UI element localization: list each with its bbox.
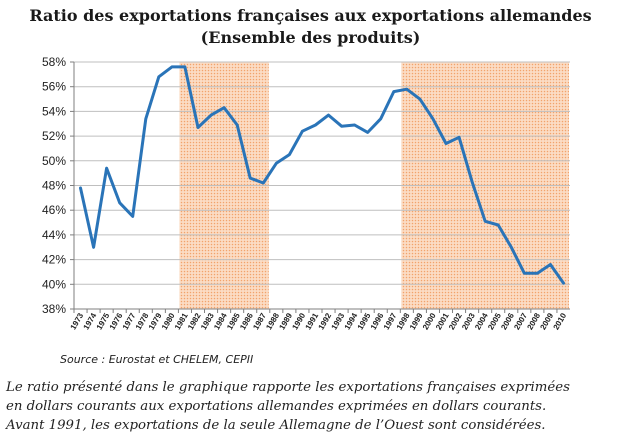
y-tick-label: 54% bbox=[42, 104, 66, 118]
y-tick-label: 58% bbox=[42, 55, 66, 69]
data-point bbox=[470, 180, 474, 183]
data-point bbox=[209, 113, 213, 117]
data-point bbox=[405, 87, 409, 91]
data-point bbox=[235, 123, 239, 127]
data-point bbox=[562, 281, 565, 285]
note-line: Le ratio présenté dans le graphique rapp… bbox=[6, 380, 570, 395]
data-point bbox=[444, 142, 448, 145]
data-point bbox=[157, 75, 161, 79]
source-note: Source : Eurostat et CHELEM, CEPII bbox=[60, 353, 254, 366]
note-line: Avant 1991, les exportations de la seule… bbox=[6, 418, 546, 433]
data-point bbox=[105, 167, 108, 170]
data-point bbox=[549, 263, 552, 266]
y-tick-label: 38% bbox=[42, 302, 66, 316]
y-tick-label: 44% bbox=[42, 228, 66, 242]
data-point bbox=[118, 201, 121, 204]
data-point bbox=[314, 123, 317, 127]
line-chart: 38%40%42%44%46%48%50%52%54%56%58% 197319… bbox=[42, 55, 570, 331]
data-point bbox=[523, 271, 526, 275]
y-tick-label: 46% bbox=[42, 203, 66, 217]
y-tick-label: 50% bbox=[42, 154, 66, 168]
note-line: en dollars courants aux exportations all… bbox=[6, 399, 547, 414]
data-point bbox=[301, 129, 304, 133]
data-point bbox=[340, 125, 343, 128]
chart-title: Ratio des exportations françaises aux ex… bbox=[29, 6, 592, 25]
y-tick-label: 48% bbox=[42, 179, 66, 193]
data-point bbox=[366, 131, 369, 134]
data-point bbox=[497, 223, 500, 227]
data-point bbox=[392, 90, 395, 93]
data-point bbox=[431, 117, 435, 121]
data-point bbox=[536, 271, 539, 275]
data-point bbox=[288, 153, 291, 156]
data-point bbox=[275, 162, 278, 165]
data-point bbox=[131, 215, 134, 218]
data-point bbox=[144, 117, 147, 121]
y-tick-label: 52% bbox=[42, 129, 66, 143]
data-point bbox=[183, 65, 187, 69]
data-point bbox=[327, 113, 330, 117]
data-point bbox=[262, 181, 265, 185]
x-tick-label: 2010 bbox=[552, 311, 569, 331]
y-tick-label: 56% bbox=[42, 80, 66, 94]
data-point bbox=[418, 97, 422, 101]
data-point bbox=[457, 136, 461, 139]
y-tick-label: 42% bbox=[42, 253, 66, 267]
data-point bbox=[510, 246, 513, 249]
data-point bbox=[379, 117, 382, 121]
chart-subtitle: (Ensemble des produits) bbox=[200, 28, 421, 47]
data-point bbox=[79, 186, 82, 190]
data-point bbox=[483, 220, 487, 223]
series-line bbox=[79, 65, 565, 285]
data-point bbox=[353, 123, 356, 127]
data-point bbox=[92, 246, 95, 249]
data-point bbox=[196, 126, 200, 129]
data-point bbox=[222, 106, 226, 109]
y-tick-label: 40% bbox=[42, 277, 66, 291]
explanatory-note: Le ratio présenté dans le graphique rapp… bbox=[6, 378, 616, 435]
data-point bbox=[170, 65, 174, 69]
data-point bbox=[249, 176, 252, 180]
